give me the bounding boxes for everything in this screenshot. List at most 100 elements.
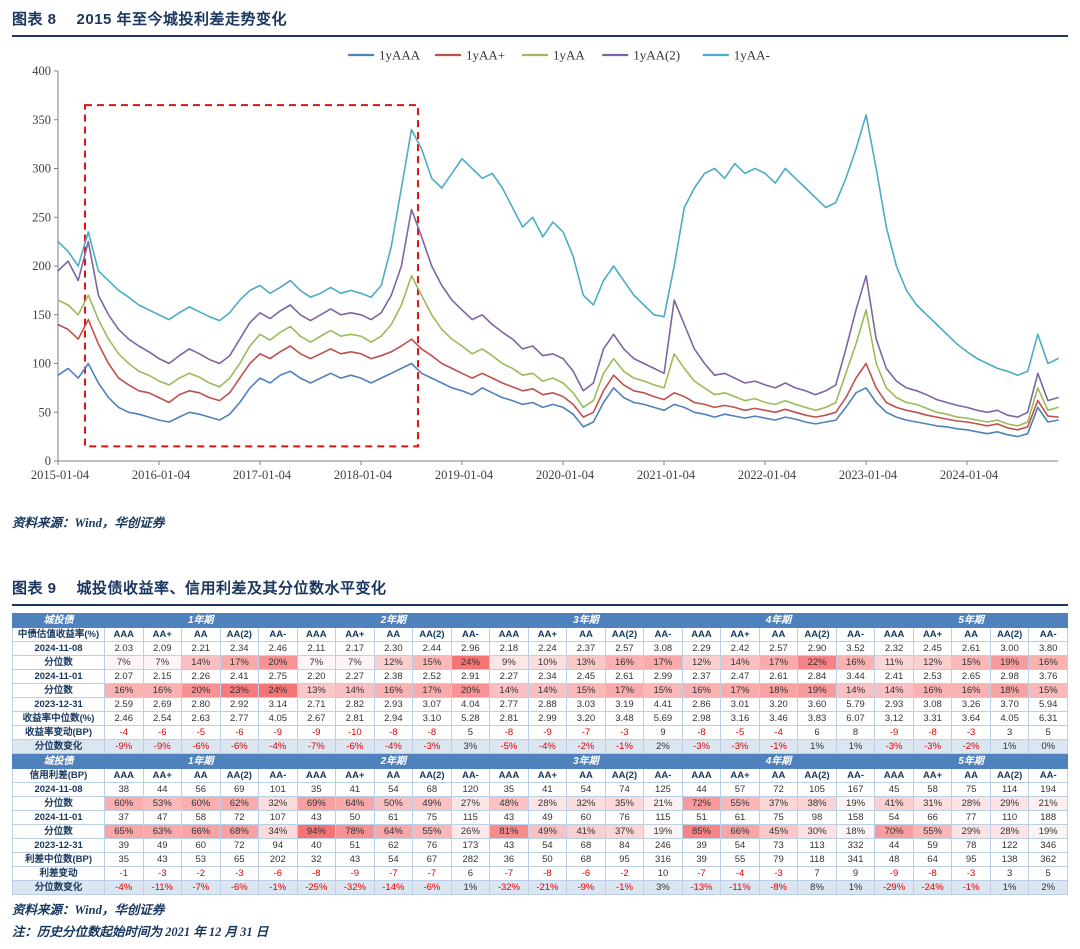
data-cell: 39 (681, 852, 722, 867)
data-cell: 125 (643, 782, 683, 797)
data-cell: 2.37 (681, 669, 722, 684)
data-cell: 32% (566, 796, 606, 811)
rating-header-row: 信用利差(BP) AAA AA+ AA AA(2) AA- AAA AA+ AA AA(2) AA-… (12, 768, 1068, 783)
data-cell: 2.26 (181, 669, 221, 684)
data-cell: 2.81 (335, 711, 375, 726)
rating-header: AA+ (527, 627, 568, 642)
data-cell: 3.76 (1028, 669, 1068, 684)
data-cell: 3 (989, 866, 1030, 881)
data-cell: 113 (797, 838, 837, 853)
data-cell: 2.77 (489, 697, 529, 712)
data-cell: 2.27 (335, 669, 375, 684)
tenor-header: 1年期 (104, 613, 298, 628)
rating-header: AA- (450, 768, 491, 783)
y-axis-label: 250 (32, 210, 51, 224)
data-cell: 64% (373, 824, 414, 839)
data-cell: 79 (758, 852, 799, 867)
rating-header: AA- (643, 627, 683, 642)
data-cell: 9% (489, 655, 529, 670)
series-line-1yAA (57, 275, 1059, 427)
data-cell: 115 (643, 810, 683, 825)
data-cell: 2% (643, 739, 683, 754)
data-cell: 75 (951, 782, 991, 797)
data-cell: 69% (296, 796, 337, 811)
data-cell: 50% (373, 796, 414, 811)
data-cell: 2.82 (335, 697, 375, 712)
data-cell: 61 (720, 810, 760, 825)
rating-header: AA+ (527, 768, 568, 783)
data-cell: 9 (835, 866, 876, 881)
rating-header: AA+ (142, 627, 183, 642)
rating-header: AA (566, 768, 606, 783)
data-cell: -9 (874, 866, 914, 881)
data-cell: 14% (335, 683, 375, 698)
data-cell: -29% (874, 880, 914, 895)
data-cell: 66% (181, 824, 221, 839)
tenor-header: 4年期 (681, 613, 876, 628)
data-cell: -10 (335, 725, 375, 740)
corner-label: 城投债 (12, 754, 105, 769)
rating-header: AA+ (720, 768, 760, 783)
rating-header: AAA (874, 627, 914, 642)
series-line-1yAA- (57, 114, 1059, 377)
data-cell: 2.17 (335, 641, 375, 656)
row-label: 分位数 (12, 683, 105, 698)
spread-percentile-table: 城投债 1年期 2年期 3年期 4年期 5年期 信用利差(BP) AAA AA+ AA AA(2) A… (12, 754, 1068, 895)
data-cell: 12% (373, 655, 414, 670)
table-row: 分位数变化 -4% -11% -7% -6% -1% -25% -32% -14% -6% 1% -3… (12, 880, 1068, 895)
data-cell: 16% (142, 683, 183, 698)
rating-header: AA+ (335, 627, 375, 642)
data-cell: -6 (566, 866, 606, 881)
data-cell: 5.28 (450, 711, 491, 726)
x-axis-label: 2020-01-04 (536, 468, 595, 482)
data-cell: -4% (258, 739, 298, 754)
data-cell: 2.57 (758, 641, 799, 656)
data-cell: 332 (835, 838, 876, 853)
data-cell: 3.07 (412, 697, 452, 712)
data-cell: 2.77 (219, 711, 260, 726)
data-cell: 41% (874, 796, 914, 811)
rating-header: AA- (835, 627, 876, 642)
data-cell: 18% (758, 683, 799, 698)
data-cell: 54 (566, 782, 606, 797)
data-cell: 75 (758, 810, 799, 825)
rating-header: AA- (450, 627, 491, 642)
data-cell: 110 (989, 810, 1030, 825)
data-cell: -3 (219, 866, 260, 881)
figure8-source: 资料来源：Wind，华创证券 (12, 516, 165, 530)
data-cell: -8 (412, 725, 452, 740)
data-cell: 14% (835, 683, 876, 698)
y-axis-label: 50 (39, 405, 52, 419)
data-cell: 94% (296, 824, 337, 839)
data-cell: 43 (489, 838, 529, 853)
data-cell: 2.29 (681, 641, 722, 656)
data-cell: 44 (874, 838, 914, 853)
data-cell: 54 (373, 782, 414, 797)
x-axis-label: 2019-01-04 (435, 468, 494, 482)
data-cell: 53 (181, 852, 221, 867)
data-cell: 55% (720, 796, 760, 811)
data-cell: -2% (566, 739, 606, 754)
data-cell: 58 (912, 782, 953, 797)
rating-header: AA (181, 768, 221, 783)
data-cell: -9% (142, 739, 183, 754)
data-cell: -6% (181, 739, 221, 754)
data-cell: 62% (219, 796, 260, 811)
data-cell: 2.38 (373, 669, 414, 684)
data-cell: 17% (643, 655, 683, 670)
data-cell: -6% (412, 880, 452, 895)
data-cell: -9 (296, 725, 337, 740)
data-cell: -3 (142, 866, 183, 881)
data-cell: -8 (373, 725, 414, 740)
data-cell: 18% (989, 683, 1030, 698)
row-label: 2023-12-31 (12, 697, 105, 712)
data-cell: 36 (489, 852, 529, 867)
data-cell: 362 (1028, 852, 1068, 867)
data-cell: 2.67 (296, 711, 337, 726)
legend-label: 1yAA- (734, 48, 770, 63)
data-cell: 54 (720, 838, 760, 853)
data-cell: -6% (219, 880, 260, 895)
data-cell: 2.34 (219, 641, 260, 656)
data-cell: 14% (720, 655, 760, 670)
data-cell: -2% (951, 739, 991, 754)
